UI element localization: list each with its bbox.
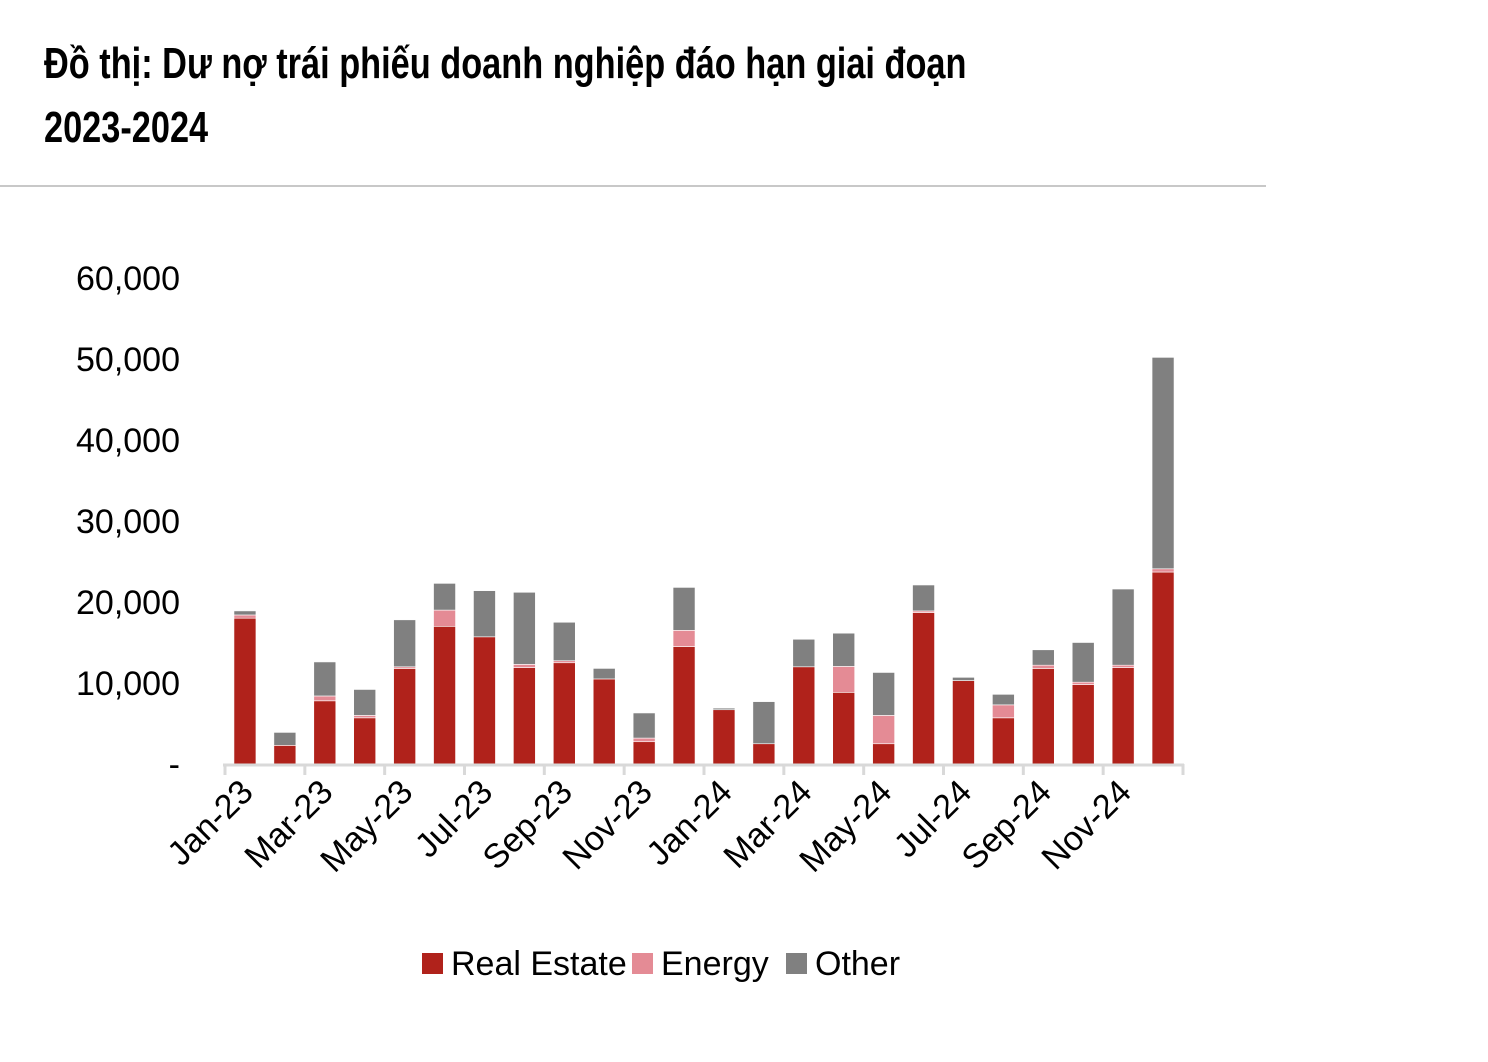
legend-label: Real Estate [451,945,627,983]
legend-label: Other [815,945,900,983]
bar-energy [353,715,377,719]
bar-energy [1071,681,1095,685]
bar-real-estate [752,743,776,765]
bar-real-estate [433,625,456,765]
bar-other [792,638,816,668]
y-tick-label: 40,000 [76,422,180,460]
bar-real-estate [912,612,935,765]
bar-real-estate [1111,667,1135,765]
bar-energy [632,737,656,743]
bar-real-estate [1031,668,1055,765]
bar-other [1151,357,1175,570]
x-tick-label: Nov-23 [555,773,659,877]
bar-real-estate [233,617,257,765]
bar-energy [552,660,576,664]
bar-other [832,632,856,667]
x-tick-label: Sep-24 [955,773,1059,877]
bar-other [313,661,337,697]
bar-real-estate [393,668,416,765]
bar-real-estate [592,678,616,765]
y-tick-label: 30,000 [76,503,180,541]
bar-real-estate [313,700,337,765]
bar-other [1031,649,1055,666]
bar-energy [672,630,696,647]
bar-energy [1031,664,1055,669]
x-tick-label: Nov-24 [1034,773,1138,877]
legend-label: Energy [661,945,769,983]
y-tick-label: 10,000 [76,665,180,703]
legend-swatch-other [786,953,807,974]
bar-other [1111,588,1135,666]
bar-real-estate [1151,571,1175,765]
bar-real-estate [832,692,856,765]
bar-energy [992,704,1015,719]
bar-real-estate [712,709,736,765]
bar-energy [433,609,456,627]
bar-other [433,583,456,611]
bar-energy [513,664,536,668]
bar-other [513,591,536,665]
title-divider [0,185,1266,187]
bar-real-estate [952,680,975,765]
bar-energy [1151,568,1175,573]
bar-real-estate [792,666,816,765]
bar-other [672,587,696,631]
bar-other [952,677,975,681]
bar-other [912,584,935,612]
bar-other [632,712,656,739]
legend-swatch-real-estate [422,953,443,974]
bar-energy [832,666,856,693]
bar-other [592,668,616,680]
chart-title: Đồ thị: Dư nợ trái phiếu doanh nghiệp đá… [44,32,1136,160]
chart-title-line2: 2023-2024 [44,103,209,152]
bar-other [872,672,895,716]
y-tick-label: 20,000 [76,584,180,622]
bar-other [752,701,776,745]
bar-other [1071,642,1095,683]
bar-other [552,621,576,662]
bar-real-estate [273,745,297,765]
bar-other [353,689,377,716]
bar-real-estate [872,743,895,765]
bar-real-estate [672,646,696,765]
bar-other [712,707,736,711]
bar-real-estate [1071,684,1095,765]
bar-real-estate [513,667,536,765]
bar-real-estate [473,636,496,765]
bar-energy [1111,664,1135,668]
x-tick-label: Sep-23 [476,773,580,877]
bar-other [273,732,297,746]
bar-real-estate [353,717,377,765]
bar-real-estate [632,741,656,765]
bar-energy [872,715,895,745]
bar-real-estate [992,717,1015,765]
y-tick-label: - [169,746,180,784]
chart-title-line1: Đồ thị: Dư nợ trái phiếu doanh nghiệp đá… [44,39,967,88]
bar-real-estate [552,662,576,765]
bar-other [393,619,416,668]
bar-energy [313,695,337,702]
y-tick-label: 50,000 [76,341,180,379]
bar-other [992,694,1015,706]
bar-energy [233,614,257,619]
bar-other [233,610,257,616]
bar-other [473,590,496,638]
legend-swatch-energy [632,953,653,974]
y-tick-label: 60,000 [76,260,180,298]
